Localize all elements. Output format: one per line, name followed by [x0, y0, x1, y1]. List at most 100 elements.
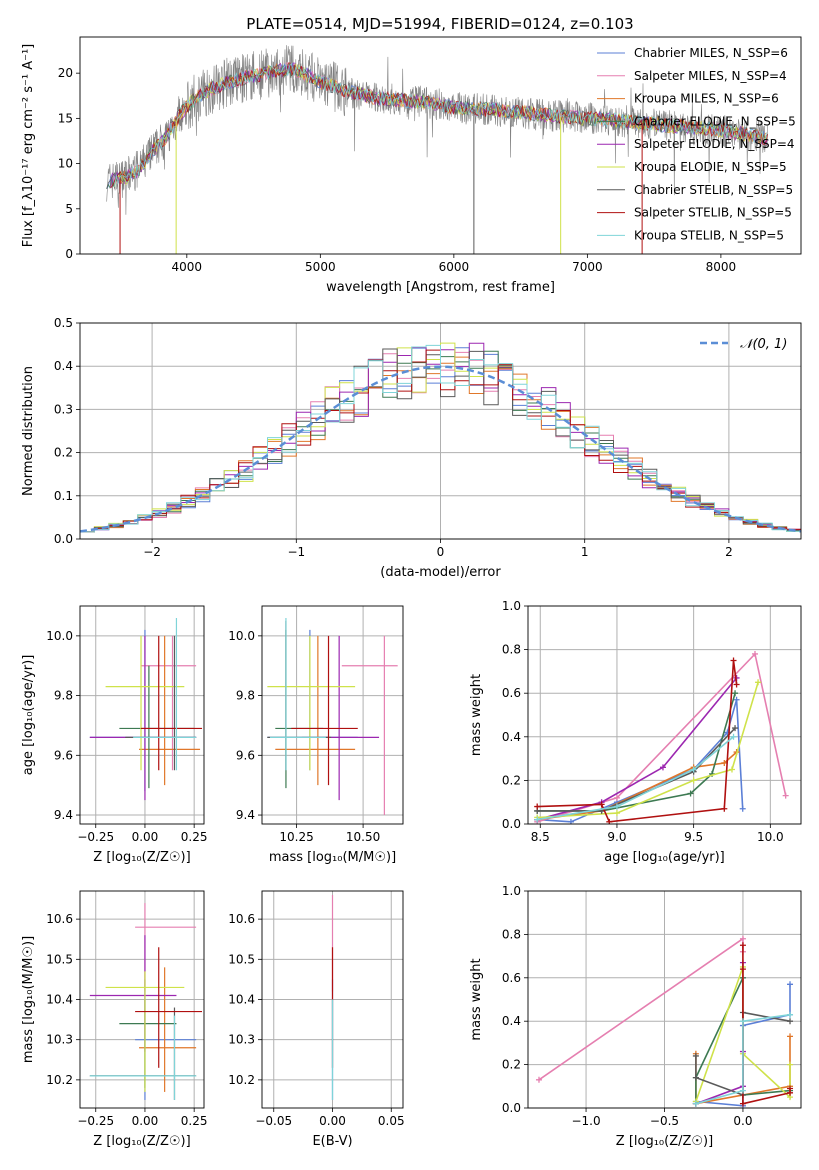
y-tick-label: 5 [65, 202, 73, 216]
y-tick-label: 0.4 [502, 1014, 521, 1028]
legend-entry: 𝒩(0, 1) [740, 337, 787, 352]
axes: −2 −1 0 1 2 0.0 0.1 0.2 0.3 0.4 0.5 (data-model)/er… [21, 316, 802, 580]
x-tick-label: 0.00 [132, 1114, 159, 1128]
y-tick-label: 0.0 [54, 532, 73, 546]
axes: 8.5 9.0 9.5 10.0 0.0 0.2 0.4 0.6 0.8 1.0 age [log₁… [469, 599, 802, 865]
y-tick-label: 9.8 [54, 689, 73, 703]
y-tick-label: 0.1 [54, 489, 73, 503]
figure-title: PLATE=0514, MJD=51994, FIBERID=0124, z=0… [246, 15, 633, 33]
mass-weight-marker [751, 650, 758, 657]
plot-area [267, 617, 398, 816]
axes-frame [527, 605, 802, 825]
mass-weight-marker [782, 792, 789, 799]
y-tick-label: 0.2 [502, 1058, 521, 1072]
mass-weight-series-8 [695, 1013, 791, 1105]
mass-weight-marker [730, 733, 737, 740]
x-tick-label: 0.00 [132, 830, 159, 844]
x-tick-label: −1 [287, 545, 305, 559]
normal-distribution-curve [80, 365, 801, 533]
mass-weight-marker [692, 1052, 699, 1059]
mass-vs-ebv-plot: −0.05 0.00 0.05 10.2 10.3 10.4 10.5 10.6 E(B-V) [228, 890, 405, 1149]
y-tick-label: 0.4 [54, 359, 73, 373]
age-vs-mass-plot: 10.25 10.50 9.4 9.6 9.8 10.0 mass [log₁₀(M/M☉)… [228, 605, 404, 865]
mass-weight-marker [687, 790, 694, 797]
legend-entry: Chabrier ELODIE, N_SSP=5 [634, 114, 796, 128]
y-tick-label: 9.6 [236, 748, 255, 762]
model-spectrum-5 [114, 63, 768, 188]
model-spectrum-4 [110, 62, 768, 189]
mass-weight-marker [721, 805, 728, 812]
mass-weight-marker [598, 801, 605, 808]
x-axis-label: wavelength [Angstrom, rest frame] [326, 280, 555, 295]
mass-weight-marker [739, 1018, 746, 1025]
x-tick-label: 8.5 [531, 830, 550, 844]
mass-weight-marker [755, 679, 762, 686]
x-tick-label: −0.5 [650, 1114, 679, 1128]
legend-entry: Kroupa MILES, N_SSP=6 [634, 92, 779, 106]
y-tick-label: 10.2 [46, 1073, 73, 1087]
y-tick-label: 10.3 [46, 1033, 73, 1047]
axes-frame [79, 36, 802, 255]
y-tick-label: 0.0 [502, 1101, 521, 1115]
mass-weight-marker [730, 657, 737, 664]
y-axis-label: mass [log₁₀(M/M☉)] [21, 936, 36, 1063]
grid-lines [262, 606, 403, 824]
plot-area [535, 935, 794, 1108]
mass-weight-marker [787, 1018, 794, 1025]
y-axis-label: Normed distribution [21, 366, 36, 496]
x-tick-label: −0.25 [77, 830, 114, 844]
mass-weight-marker [728, 766, 735, 773]
y-tick-label: 10.0 [228, 629, 255, 643]
mass-vs-metallicity-plot: −0.25 0.00 0.25 10.2 10.3 10.4 10.5 10.6 Z [log₁… [21, 890, 208, 1149]
mass-weight-marker [787, 1011, 794, 1018]
x-tick-label: 10.0 [757, 830, 784, 844]
plot-area [89, 903, 203, 1100]
y-tick-label: 10.6 [46, 912, 73, 926]
axes: −1.0 −0.5 0.0 0.0 0.2 0.4 0.6 0.8 1.0 Z [log₁₀(Z/… [469, 884, 802, 1149]
x-tick-label: 2 [725, 545, 733, 559]
axes: −0.25 0.00 0.25 9.4 9.6 9.8 10.0 Z [log₁₀(Z/Z☉)… [21, 605, 208, 865]
spectrum-plot: 4000 5000 6000 7000 8000 0 5 10 15 20 wavelength [… [21, 36, 802, 295]
y-tick-label: 1.0 [502, 599, 521, 613]
grid-lines [80, 606, 204, 824]
grid-lines [528, 890, 801, 1109]
axes: −0.25 0.00 0.25 10.2 10.3 10.4 10.5 10.6 Z [log₁… [21, 890, 208, 1149]
mass-weight-marker [659, 764, 666, 771]
legend-entry: Kroupa STELIB, N_SSP=5 [634, 228, 784, 242]
y-tick-label: 1.0 [502, 884, 521, 898]
y-tick-label: 10.5 [228, 952, 255, 966]
x-tick-label: 0 [437, 545, 445, 559]
y-tick-label: 9.8 [236, 689, 255, 703]
mass-weight-marker [733, 696, 740, 703]
mass-weight-marker [787, 981, 794, 988]
mass-weight-marker [739, 935, 746, 942]
x-tick-label: 6000 [439, 260, 470, 274]
y-tick-label: 0.8 [502, 643, 521, 657]
mass-weight-marker [739, 1100, 746, 1107]
axes-frame [79, 890, 205, 1109]
x-tick-label: −1.0 [571, 1114, 600, 1128]
y-tick-label: 10.0 [46, 629, 73, 643]
x-axis-label: age [log₁₀(age/yr)] [604, 850, 725, 865]
legend: 𝒩(0, 1) [700, 337, 787, 352]
y-tick-label: 0.4 [502, 730, 521, 744]
y-axis-label: Flux [f_λ10⁻¹⁷ erg cm⁻² s⁻¹ A⁻¹] [21, 44, 36, 248]
x-tick-label: 0.25 [181, 1114, 208, 1128]
axes-frame [261, 605, 404, 825]
axes-frame [79, 605, 205, 825]
x-tick-label: 8000 [706, 260, 737, 274]
y-tick-label: 0.3 [54, 402, 73, 416]
axes: 10.25 10.50 9.4 9.6 9.8 10.0 mass [log₁₀(M/M☉)… [228, 605, 404, 865]
y-tick-label: 10.4 [228, 993, 255, 1007]
y-tick-label: 15 [58, 111, 73, 125]
x-axis-label: (data-model)/error [380, 565, 501, 580]
mass-weight-marker [787, 1033, 794, 1040]
mass-weight-marker [732, 690, 739, 697]
y-tick-label: 10.4 [46, 993, 73, 1007]
x-tick-label: 5000 [305, 260, 336, 274]
axes-frame [527, 890, 802, 1109]
mass-weight-series-6 [537, 727, 736, 812]
x-axis-label: E(B-V) [312, 1134, 352, 1149]
y-axis-label: mass weight [469, 958, 484, 1040]
